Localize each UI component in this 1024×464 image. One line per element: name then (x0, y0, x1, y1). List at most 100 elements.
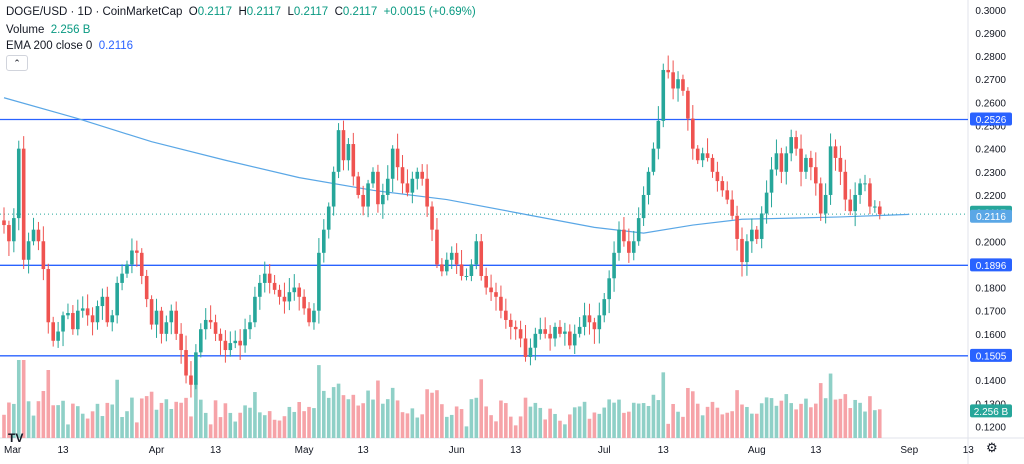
candle-body[interactable] (617, 229, 621, 253)
candle-body[interactable] (799, 148, 803, 172)
candle-body[interactable] (248, 322, 252, 330)
candle-body[interactable] (725, 190, 730, 200)
candle-body[interactable] (381, 194, 385, 205)
candle-body[interactable] (51, 322, 55, 341)
candle-body[interactable] (863, 183, 867, 185)
candle-body[interactable] (184, 350, 188, 376)
candle-body[interactable] (174, 310, 178, 334)
candle-body[interactable] (548, 333, 552, 339)
candle-body[interactable] (410, 178, 415, 193)
candle-body[interactable] (858, 183, 862, 195)
candle-body[interactable] (346, 144, 351, 161)
candle-body[interactable] (587, 315, 592, 323)
candle-body[interactable] (528, 347, 533, 357)
candle-body[interactable] (686, 90, 690, 119)
candle-body[interactable] (287, 292, 292, 302)
candle-body[interactable] (76, 310, 80, 330)
candle-body[interactable] (292, 287, 297, 293)
candle-body[interactable] (366, 183, 370, 207)
candle-body[interactable] (789, 137, 793, 154)
collapse-legend-button[interactable]: ⌃ (6, 55, 28, 71)
candle-body[interactable] (125, 264, 129, 274)
candle-body[interactable] (238, 340, 242, 346)
candle-body[interactable] (691, 118, 695, 149)
candle-body[interactable] (828, 146, 833, 195)
candle-body[interactable] (745, 241, 749, 263)
candle-body[interactable] (100, 296, 105, 307)
candle-body[interactable] (454, 252, 459, 265)
candle-body[interactable] (651, 148, 656, 172)
candle-body[interactable] (149, 299, 154, 325)
candle-body[interactable] (720, 181, 725, 191)
candle-body[interactable] (385, 178, 390, 195)
tradingview-logo-icon[interactable]: TV (8, 431, 24, 445)
candle-body[interactable] (66, 313, 70, 316)
candle-body[interactable] (474, 241, 479, 265)
candle-body[interactable] (641, 194, 646, 219)
candle-body[interactable] (253, 296, 257, 323)
candle-body[interactable] (710, 157, 715, 172)
candle-body[interactable] (139, 252, 144, 276)
candle-body[interactable] (646, 171, 651, 195)
candle-body[interactable] (425, 178, 429, 207)
candle-body[interactable] (622, 229, 626, 242)
candle-body[interactable] (61, 315, 65, 332)
candle-body[interactable] (317, 252, 321, 311)
candle-body[interactable] (233, 340, 238, 344)
symbol-title[interactable]: DOGE/USD · 1D · CoinMarketCap (6, 6, 183, 18)
candle-body[interactable] (597, 315, 602, 330)
candle-body[interactable] (848, 199, 853, 212)
candle-body[interactable] (164, 322, 169, 334)
candle-body[interactable] (199, 329, 203, 353)
candle-body[interactable] (228, 343, 233, 351)
candle-body[interactable] (282, 296, 287, 302)
candle-body[interactable] (223, 340, 228, 351)
candle-body[interactable] (494, 292, 498, 297)
candle-body[interactable] (607, 278, 611, 300)
candle-body[interactable] (449, 252, 454, 260)
candle-body[interactable] (154, 310, 159, 325)
candle-body[interactable] (553, 326, 557, 339)
candle-body[interactable] (730, 199, 734, 216)
candle-body[interactable] (26, 241, 31, 260)
candle-body[interactable] (71, 313, 75, 330)
candle-body[interactable] (297, 287, 301, 297)
candle-body[interactable] (563, 331, 567, 334)
candle-body[interactable] (504, 310, 508, 320)
candle-body[interactable] (189, 375, 193, 385)
candle-body[interactable] (513, 326, 518, 330)
candle-body[interactable] (853, 194, 857, 212)
candle-body[interactable] (435, 229, 439, 265)
candle-body[interactable] (312, 310, 316, 323)
candle-body[interactable] (356, 176, 361, 195)
candle-body[interactable] (843, 171, 848, 200)
candle-body[interactable] (440, 264, 444, 272)
candle-body[interactable] (110, 315, 115, 323)
candle-body[interactable] (302, 296, 306, 309)
candle-body[interactable] (533, 333, 538, 348)
candle-body[interactable] (661, 69, 666, 121)
candle-body[interactable] (568, 331, 572, 346)
candle-body[interactable] (523, 338, 528, 357)
candle-body[interactable] (135, 250, 139, 253)
candle-body[interactable] (750, 229, 754, 242)
candle-body[interactable] (794, 137, 798, 149)
candle-body[interactable] (41, 241, 46, 270)
candle-body[interactable] (592, 322, 597, 330)
candle-body[interactable] (105, 296, 110, 323)
candle-body[interactable] (400, 167, 405, 184)
candle-body[interactable] (341, 130, 346, 161)
candle-body[interactable] (784, 153, 789, 172)
candle-body[interactable] (144, 275, 149, 300)
candle-body[interactable] (2, 220, 6, 226)
candle-body[interactable] (873, 206, 877, 208)
candle-body[interactable] (666, 69, 670, 73)
candle-body[interactable] (582, 315, 587, 327)
candle-body[interactable] (656, 120, 661, 149)
candle-body[interactable] (543, 329, 547, 334)
candle-body[interactable] (631, 241, 636, 253)
candle-body[interactable] (508, 319, 513, 327)
candle-body[interactable] (676, 79, 680, 89)
candle-body[interactable] (636, 218, 641, 242)
candle-body[interactable] (469, 264, 474, 276)
